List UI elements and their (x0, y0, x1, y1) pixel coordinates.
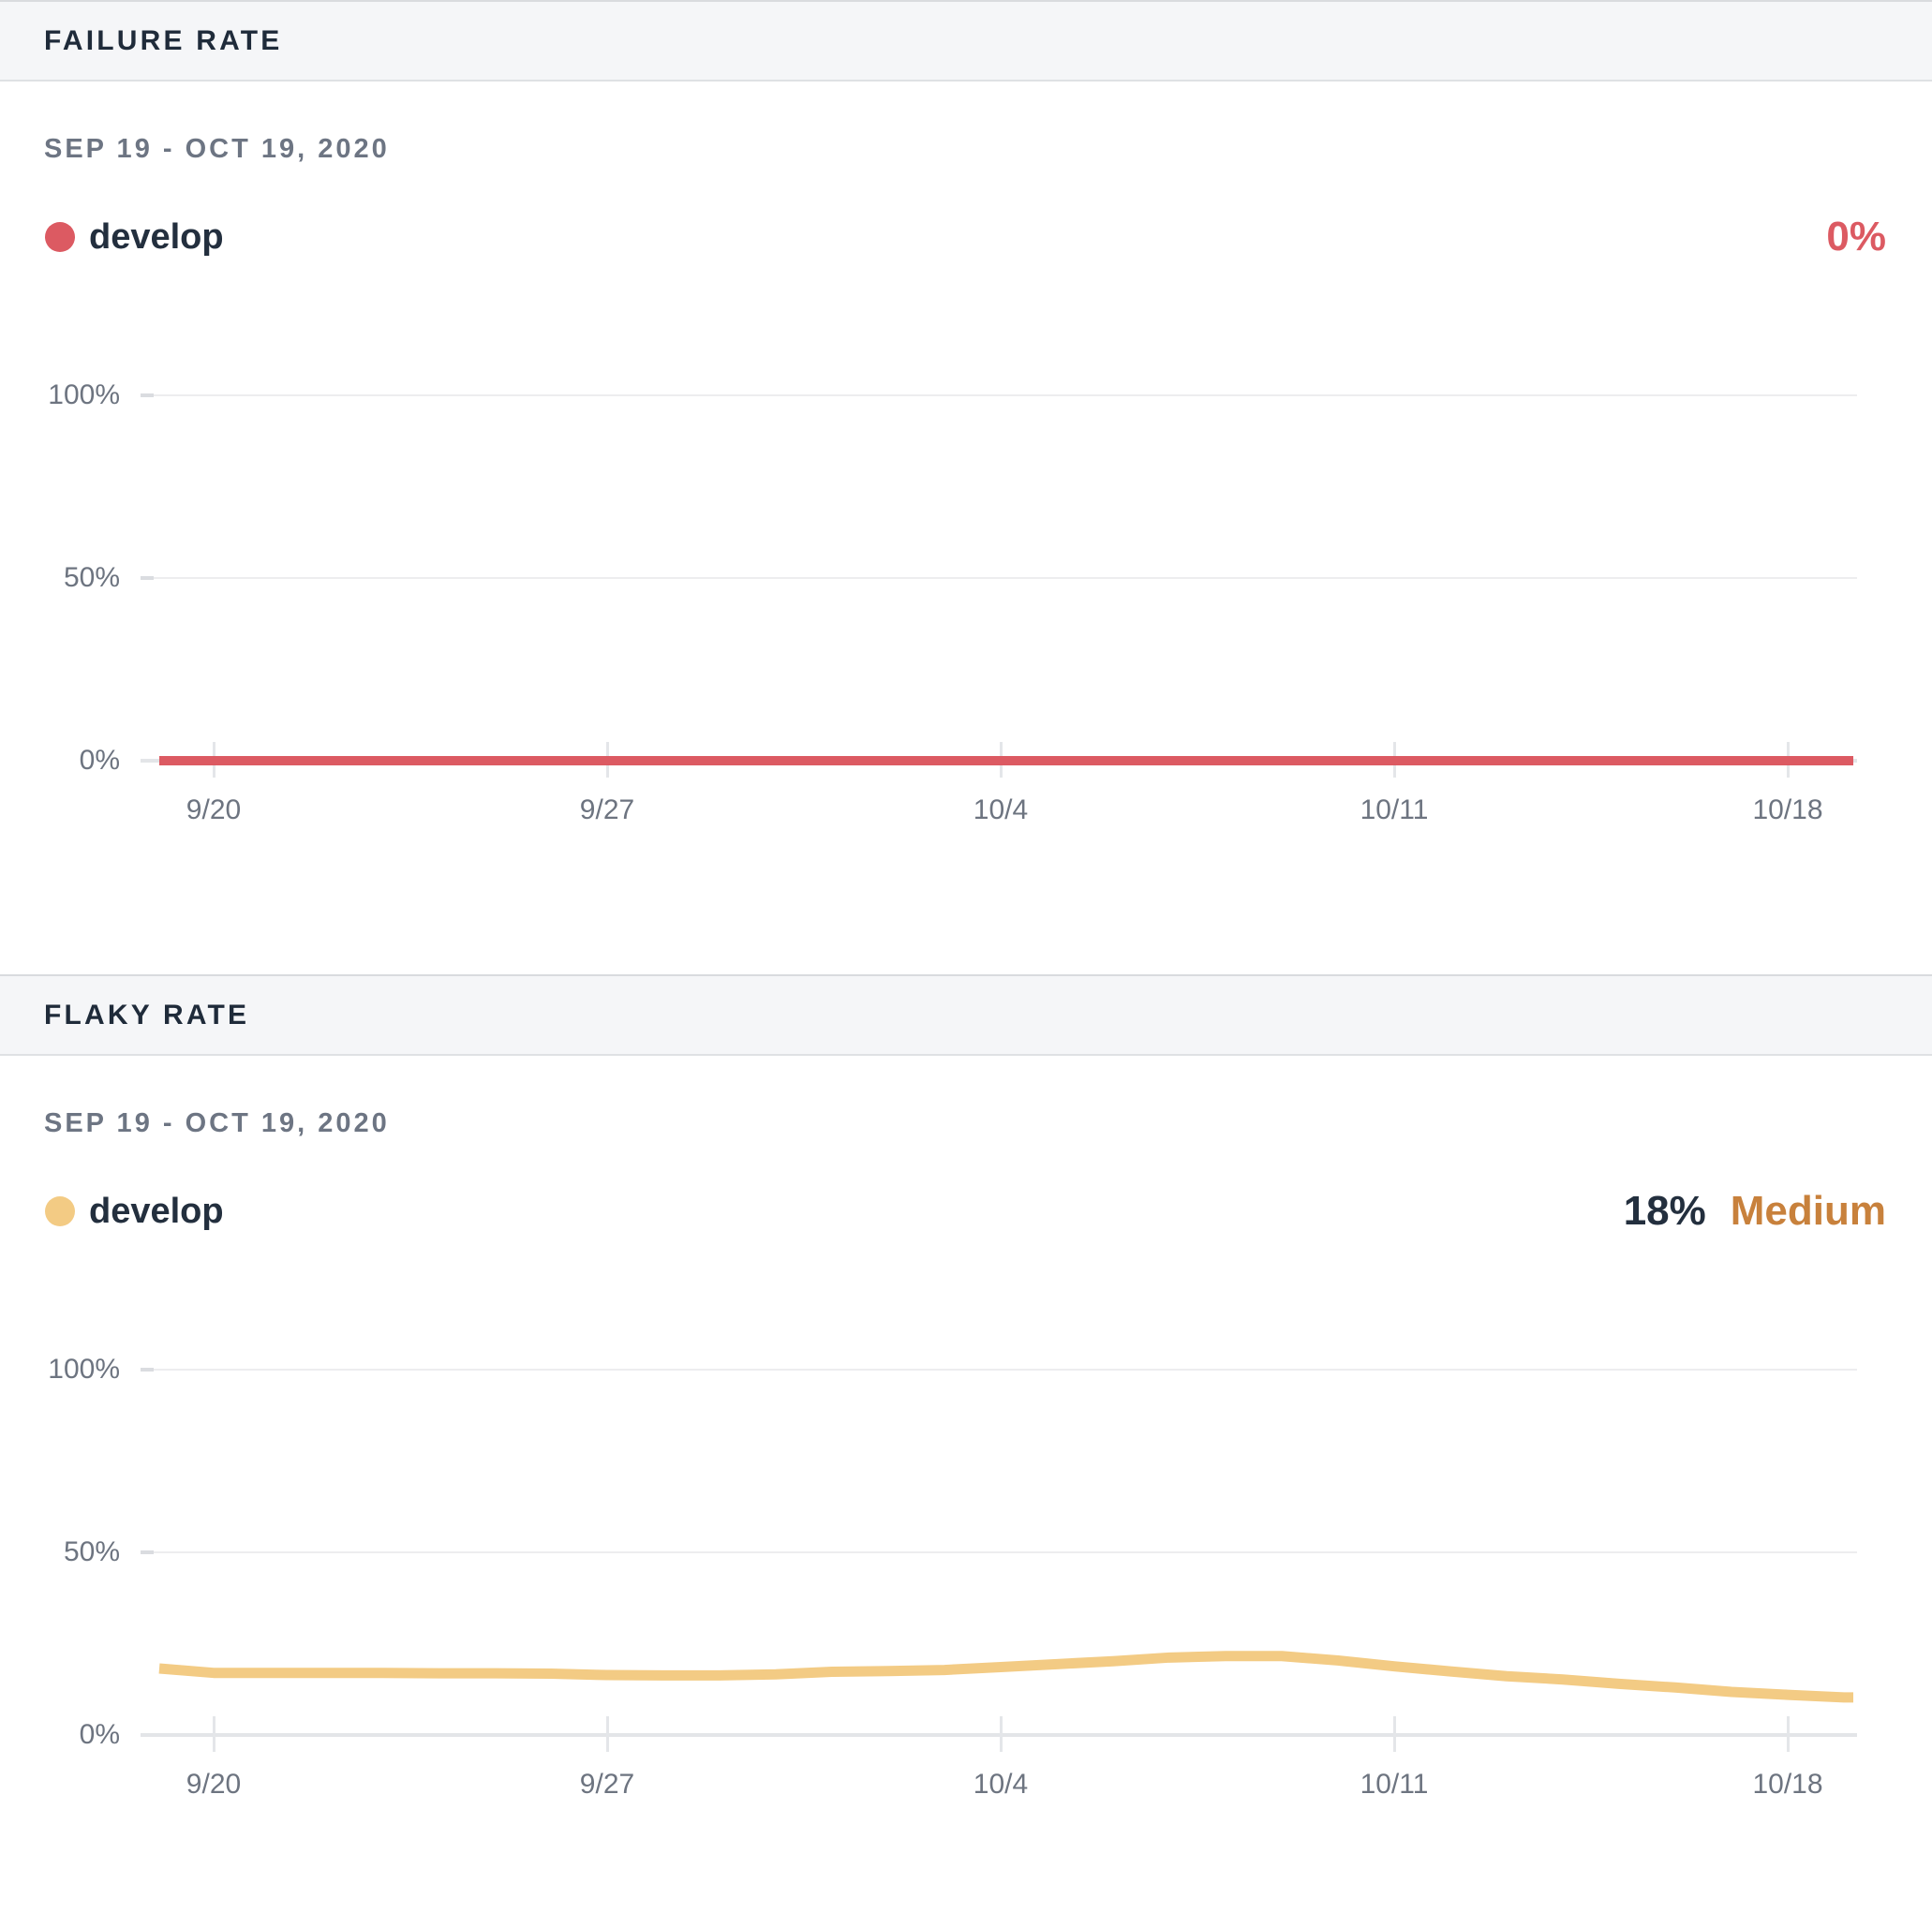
failure-rate-chart: 0% 50% 100% 9/20 9/27 10/4 10/11 10/18 (0, 281, 1932, 937)
failure-rate-title: FAILURE RATE (44, 24, 283, 56)
x-axis-tick (213, 1716, 215, 1752)
x-axis-tick (1787, 1716, 1790, 1752)
failure-series-dot-icon (45, 222, 75, 252)
x-axis-tick (606, 1716, 609, 1752)
x-axis-label: 9/20 (186, 1769, 242, 1800)
x-axis-label: 10/11 (1360, 794, 1429, 825)
flaky-rate-title: FLAKY RATE (44, 999, 250, 1031)
x-axis-label: 9/27 (579, 794, 635, 825)
failure-legend-row: develop 0% (45, 214, 1886, 260)
flaky-legend-row: develop 18% Medium (45, 1188, 1886, 1234)
y-axis-label: 100% (48, 379, 120, 410)
series-line-develop (159, 756, 1853, 765)
gridline-50% (141, 1551, 1857, 1553)
flaky-rate-header-bar: FLAKY RATE (0, 974, 1932, 1056)
y-axis-label: 100% (48, 1354, 120, 1385)
flaky-severity-badge: Medium (1730, 1188, 1886, 1234)
gridline-100% (141, 1369, 1857, 1371)
flaky-rate-chart: 0% 50% 100% 9/20 9/27 10/4 10/11 10/18 (0, 1255, 1932, 1911)
y-axis-tick (141, 1550, 154, 1554)
gridline-100% (141, 394, 1857, 396)
flaky-rate-value: 18% (1623, 1188, 1706, 1234)
x-axis-tick (1000, 1716, 1003, 1752)
flaky-series-label: develop (89, 1192, 224, 1231)
failure-rate-body: SEP 19 - OCT 19, 2020 develop 0% 0% 50% 10… (0, 82, 1932, 974)
flaky-series-dot-icon (45, 1196, 75, 1226)
x-axis-label: 10/18 (1752, 794, 1823, 825)
gridline-0% (141, 1733, 1857, 1737)
failure-rate-header-bar: FAILURE RATE (0, 0, 1932, 82)
y-axis-tick (141, 1368, 154, 1372)
panel-flaky-rate: FLAKY RATE SEP 19 - OCT 19, 2020 develop… (0, 974, 1932, 1913)
y-axis-label: 0% (79, 1719, 120, 1750)
gridline-50% (141, 577, 1857, 579)
flaky-date-range: SEP 19 - OCT 19, 2020 (44, 1108, 390, 1138)
y-axis-label: 50% (63, 1536, 120, 1567)
y-axis-tick (141, 576, 154, 580)
x-axis-label: 10/4 (973, 794, 1029, 825)
failure-rate-value: 0% (1826, 214, 1886, 260)
x-axis-label: 10/18 (1752, 1769, 1823, 1800)
failure-date-range: SEP 19 - OCT 19, 2020 (44, 134, 390, 164)
x-axis-label: 10/4 (973, 1769, 1029, 1800)
y-axis-label: 0% (79, 745, 120, 776)
series-line-develop (158, 1651, 1853, 1703)
x-axis-label: 9/27 (579, 1769, 635, 1800)
y-axis-label: 50% (63, 562, 120, 593)
panel-failure-rate: FAILURE RATE SEP 19 - OCT 19, 2020 devel… (0, 0, 1932, 974)
flaky-rate-body: SEP 19 - OCT 19, 2020 develop 18% Medium… (0, 1056, 1932, 1913)
x-axis-label: 10/11 (1360, 1769, 1429, 1800)
y-axis-tick (141, 393, 154, 397)
x-axis-label: 9/20 (186, 794, 242, 825)
x-axis-tick (1393, 1716, 1396, 1752)
failure-series-label: develop (89, 217, 224, 257)
